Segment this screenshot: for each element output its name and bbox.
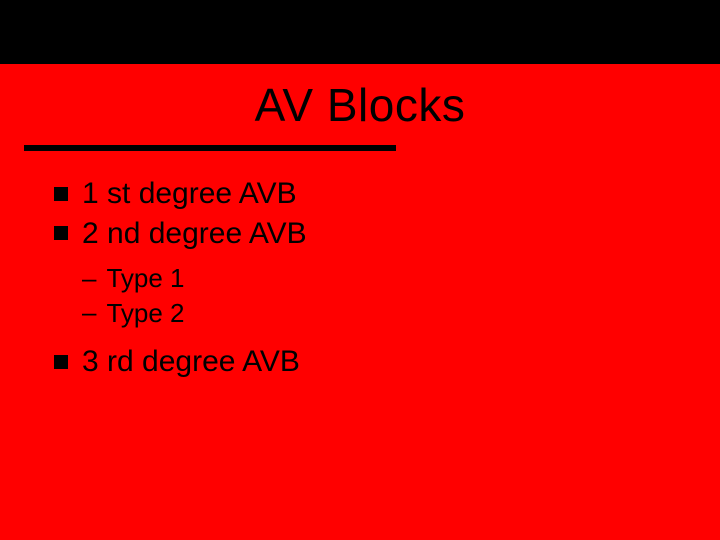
list-item-label: 3 rd degree AVB — [82, 343, 300, 381]
sub-list-item: – Type 1 — [82, 262, 307, 295]
body-content: 1 st degree AVB 2 nd degree AVB – Type 1… — [54, 175, 307, 383]
title-underline-rule — [24, 145, 396, 151]
square-bullet-icon — [54, 187, 68, 201]
square-bullet-icon — [54, 355, 68, 369]
sub-list-item-label: Type 1 — [106, 262, 184, 295]
sub-list: – Type 1 – Type 2 — [82, 262, 307, 329]
dash-bullet-icon: – — [82, 297, 96, 328]
sub-list-item: – Type 2 — [82, 297, 307, 330]
square-bullet-icon — [54, 226, 68, 240]
list-item-label: 2 nd degree AVB — [82, 215, 307, 253]
list-item: 3 rd degree AVB — [54, 343, 307, 381]
top-black-band — [0, 0, 720, 64]
sub-list-item-label: Type 2 — [106, 297, 184, 330]
list-item: 1 st degree AVB — [54, 175, 307, 213]
list-item: 2 nd degree AVB — [54, 215, 307, 253]
list-item-label: 1 st degree AVB — [82, 175, 297, 213]
slide: AV Blocks 1 st degree AVB 2 nd degree AV… — [0, 0, 720, 540]
dash-bullet-icon: – — [82, 263, 96, 294]
slide-title: AV Blocks — [0, 78, 720, 132]
